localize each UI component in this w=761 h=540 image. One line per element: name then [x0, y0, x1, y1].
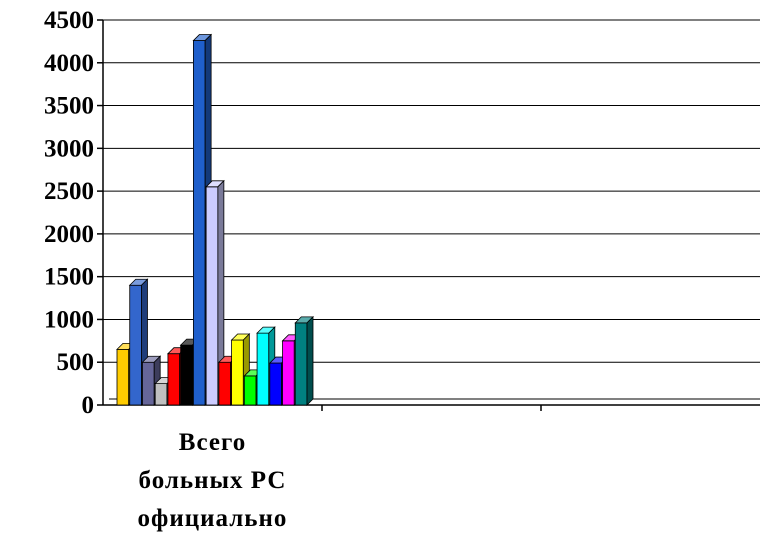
bar	[180, 344, 193, 406]
y-tick-label: 4000	[44, 50, 94, 77]
y-tick-label: 500	[57, 349, 95, 376]
bar	[282, 340, 295, 406]
bar	[231, 339, 244, 406]
bar	[129, 284, 142, 406]
y-tick-label: 1000	[44, 306, 94, 333]
labels: 0 500 1000 1500 2000 2500 3000 3500 4000 4500 Всег…	[44, 7, 288, 532]
bar	[256, 332, 270, 406]
bar	[269, 362, 282, 406]
y-tick-label: 0	[82, 392, 95, 419]
bar	[142, 361, 155, 406]
bar	[205, 186, 219, 406]
y-tick-label: 3000	[44, 135, 94, 162]
x-category-label: больных РС	[139, 467, 287, 494]
bars	[116, 33, 314, 406]
y-tick-label: 2500	[44, 178, 94, 205]
x-category-label: официально	[138, 505, 288, 532]
bar	[154, 383, 168, 406]
y-tick-label: 3500	[44, 93, 94, 120]
bar	[192, 40, 206, 406]
x-category-label: Всего	[179, 429, 246, 456]
y-tick-label: 2000	[44, 221, 94, 248]
bar	[218, 361, 232, 406]
bar	[167, 353, 181, 406]
bar	[243, 375, 257, 406]
bar-side	[306, 315, 314, 406]
y-tick-label: 1500	[44, 264, 94, 291]
bar	[294, 322, 308, 406]
bar	[116, 348, 130, 406]
y-tick-label: 4500	[44, 7, 94, 34]
